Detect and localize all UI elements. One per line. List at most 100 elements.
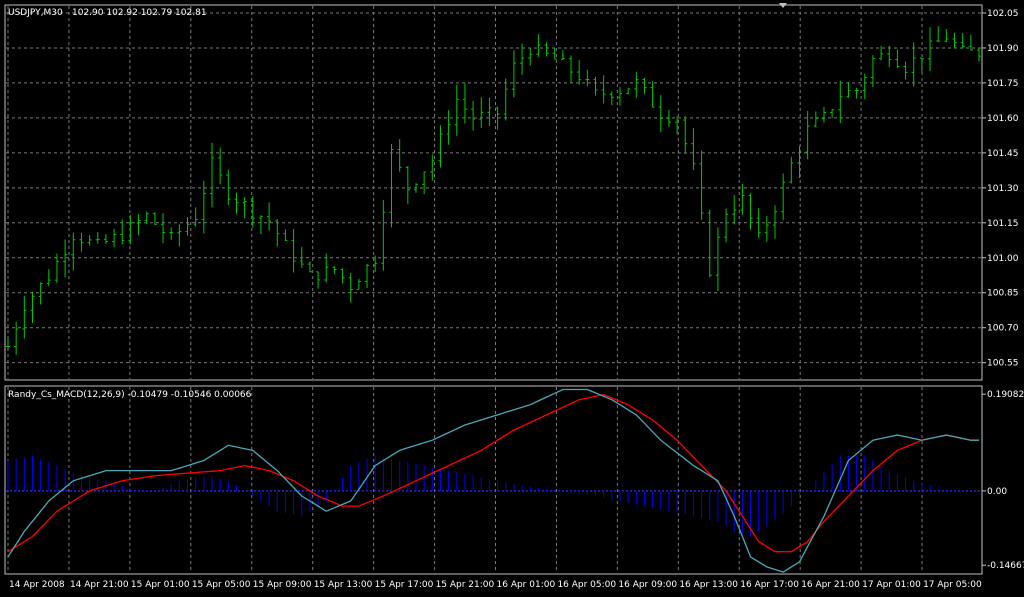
macd-lines bbox=[7, 388, 979, 573]
ohlc-bar bbox=[152, 212, 157, 226]
ohlc-bar bbox=[854, 87, 859, 99]
ohlc-bar bbox=[87, 235, 92, 246]
ohlc-bar bbox=[895, 49, 900, 69]
ohlc-bar bbox=[593, 76, 598, 96]
y-tick-label: 100.85 bbox=[987, 289, 1019, 299]
ohlc-bar bbox=[234, 192, 239, 214]
ohlc-bar bbox=[218, 147, 223, 185]
ohlc-bar bbox=[446, 110, 451, 145]
ohlc-bar bbox=[577, 59, 582, 85]
macd-line bbox=[7, 388, 979, 573]
indicator-panel-border bbox=[4, 385, 983, 575]
ohlc-bar bbox=[373, 255, 378, 273]
ohlc-bar bbox=[54, 253, 59, 284]
ohlc-bar bbox=[944, 28, 949, 43]
ohlc-bar bbox=[952, 32, 957, 48]
ohlc-bar bbox=[732, 195, 737, 225]
ohlc-bar bbox=[389, 144, 394, 228]
ohlc-bar bbox=[805, 110, 810, 160]
ohlc-bar bbox=[201, 180, 206, 234]
price-axis: 102.05 101.90 101.75 101.60 101.45 101.30 101.… bbox=[982, 9, 1019, 369]
ohlc-bar bbox=[699, 150, 704, 220]
ohlc-bar bbox=[258, 215, 263, 235]
ohlc-bar bbox=[666, 109, 671, 127]
ohlc-bar bbox=[413, 183, 418, 193]
ohlc-bar bbox=[724, 208, 729, 243]
ohlc-bar bbox=[642, 77, 647, 95]
x-tick-label: 14 Apr 21:00 bbox=[70, 580, 129, 590]
ohlc-bar bbox=[479, 97, 484, 128]
x-tick-label: 16 Apr 13:00 bbox=[679, 580, 738, 590]
y-tick-label: 102.05 bbox=[987, 9, 1019, 19]
ohlc-bar bbox=[226, 169, 231, 205]
ohlc-bar bbox=[454, 84, 459, 136]
y-tick-label: 101.60 bbox=[987, 114, 1019, 124]
ohlc-bar bbox=[291, 229, 296, 273]
x-tick-label: 15 Apr 17:00 bbox=[375, 580, 434, 590]
ohlc-bar bbox=[177, 224, 182, 247]
ohlc-bar bbox=[46, 269, 51, 287]
x-tick-label: 17 Apr 05:00 bbox=[923, 580, 982, 590]
ohlc-bar bbox=[740, 183, 745, 215]
ohlc-bar bbox=[781, 173, 786, 221]
ohlc-bar bbox=[773, 205, 778, 239]
ohlc-bar bbox=[316, 271, 321, 289]
ohlc-bar bbox=[634, 72, 639, 98]
ohlc-bar bbox=[128, 215, 133, 245]
ohlc-bar bbox=[609, 91, 614, 106]
ohlc-bar bbox=[977, 48, 981, 62]
shift-marker-icon[interactable] bbox=[779, 3, 787, 8]
ohlc-bar bbox=[103, 233, 108, 245]
ohlc-bar bbox=[658, 95, 663, 133]
y-tick-label: 101.75 bbox=[987, 79, 1019, 89]
ohlc-bar bbox=[544, 42, 549, 57]
ohlc-bar bbox=[813, 111, 818, 128]
ohlc-bar bbox=[22, 295, 27, 339]
ohlc-bar bbox=[560, 50, 565, 60]
ohlc-bar bbox=[928, 27, 933, 72]
ohlc-bar bbox=[95, 232, 100, 244]
y-tick-label: 101.15 bbox=[987, 219, 1019, 229]
ohlc-bar bbox=[650, 81, 655, 108]
ohlc-bar bbox=[846, 81, 851, 98]
ohlc-bar bbox=[112, 228, 117, 248]
ohlc-bar bbox=[14, 321, 19, 355]
y-tick-label: 0.00 bbox=[987, 487, 1007, 497]
ohlc-bar bbox=[71, 232, 76, 271]
ohlc-bar bbox=[120, 219, 125, 245]
ohlc-bar bbox=[936, 26, 941, 42]
macd-histogram bbox=[7, 455, 964, 537]
y-tick-label: 101.45 bbox=[987, 149, 1019, 159]
x-tick-label: 15 Apr 01:00 bbox=[131, 580, 190, 590]
ohlc-bar bbox=[715, 227, 720, 291]
indicator-label: Randy_Cs_MACD(12,26,9) -0.10479 -0.10546… bbox=[8, 390, 252, 400]
ohlc-bar bbox=[79, 232, 84, 252]
ohlc-bar bbox=[552, 48, 557, 60]
y-tick-label: 0.19082 bbox=[987, 390, 1024, 400]
ohlc-bar bbox=[764, 216, 769, 242]
ohlc-bar bbox=[585, 69, 590, 87]
ohlc-bar bbox=[748, 193, 753, 230]
ohlc-bar bbox=[209, 142, 214, 208]
ohlc-bar bbox=[169, 227, 174, 240]
y-tick-label: 101.00 bbox=[987, 254, 1019, 264]
ohlc-bar bbox=[797, 145, 802, 179]
ohlc-bar bbox=[161, 213, 166, 244]
x-tick-label: 16 Apr 17:00 bbox=[740, 580, 799, 590]
ohlc-bar bbox=[830, 108, 835, 119]
ohlc-bar bbox=[275, 219, 280, 247]
ohlc-bar bbox=[30, 291, 35, 324]
ohlc-bar bbox=[471, 101, 476, 131]
ohlc-bar bbox=[879, 45, 884, 61]
ohlc-label: 102.90 102.92 102.79 102.81 bbox=[72, 8, 207, 18]
ohlc-bar bbox=[821, 106, 826, 123]
ohlc-bar bbox=[520, 43, 525, 75]
ohlc-bar bbox=[324, 253, 329, 283]
signal-line bbox=[7, 393, 979, 553]
ohlc-bar bbox=[870, 55, 875, 88]
ohlc-bar bbox=[626, 88, 631, 95]
ohlc-bar bbox=[356, 278, 361, 291]
ohlc-bar bbox=[283, 229, 288, 242]
ohlc-bar bbox=[756, 208, 761, 239]
symbol-label: USDJPY,M30 bbox=[8, 8, 63, 18]
